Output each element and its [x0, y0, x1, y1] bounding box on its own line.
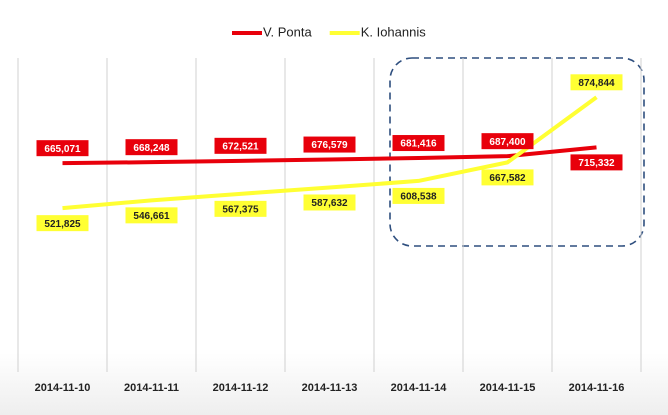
value-label-box	[36, 140, 89, 157]
value-label-box	[481, 169, 534, 186]
value-label: 672,521	[222, 141, 259, 152]
x-tick-label: 2014-11-12	[213, 382, 269, 394]
value-label: 567,375	[222, 204, 259, 215]
value-label: 668,248	[133, 143, 170, 154]
value-label-box	[570, 154, 623, 171]
value-label: 687,400	[489, 137, 526, 148]
x-tick-label: 2014-11-13	[302, 382, 358, 394]
value-label-box	[481, 133, 534, 150]
value-label-box	[392, 135, 445, 152]
series-line	[62, 145, 597, 166]
value-label: 608,538	[400, 192, 437, 203]
value-label: 676,579	[311, 140, 348, 151]
legend-label: V. Ponta	[263, 24, 312, 39]
value-label-box	[570, 74, 623, 91]
value-label: 667,582	[489, 173, 526, 184]
x-tick-label: 2014-11-14	[391, 382, 448, 394]
x-tick-label: 2014-11-16	[569, 382, 625, 394]
x-tick-label: 2014-11-15	[480, 382, 536, 394]
value-label: 681,416	[400, 139, 437, 150]
legend-label: K. Iohannis	[361, 24, 427, 39]
highlight-box	[389, 57, 645, 247]
value-label-box	[392, 187, 445, 204]
value-label: 665,071	[44, 144, 81, 155]
value-label: 715,332	[578, 158, 615, 169]
value-label: 546,661	[133, 211, 170, 222]
value-label-box	[125, 207, 178, 224]
x-tick-label: 2014-11-11	[124, 382, 179, 394]
value-label-box	[303, 136, 356, 153]
value-label: 521,825	[44, 219, 81, 230]
value-label: 587,632	[311, 198, 348, 209]
value-label-box	[36, 215, 89, 232]
value-label-box	[303, 194, 356, 211]
legend: V. Ponta K. Iohannis	[232, 24, 426, 39]
series-line	[62, 95, 598, 211]
value-label: 874,844	[578, 78, 615, 89]
x-tick-label: 2014-11-10	[35, 382, 91, 394]
value-label-box	[214, 137, 267, 154]
value-label-box	[125, 139, 178, 156]
value-label-box	[214, 200, 267, 217]
